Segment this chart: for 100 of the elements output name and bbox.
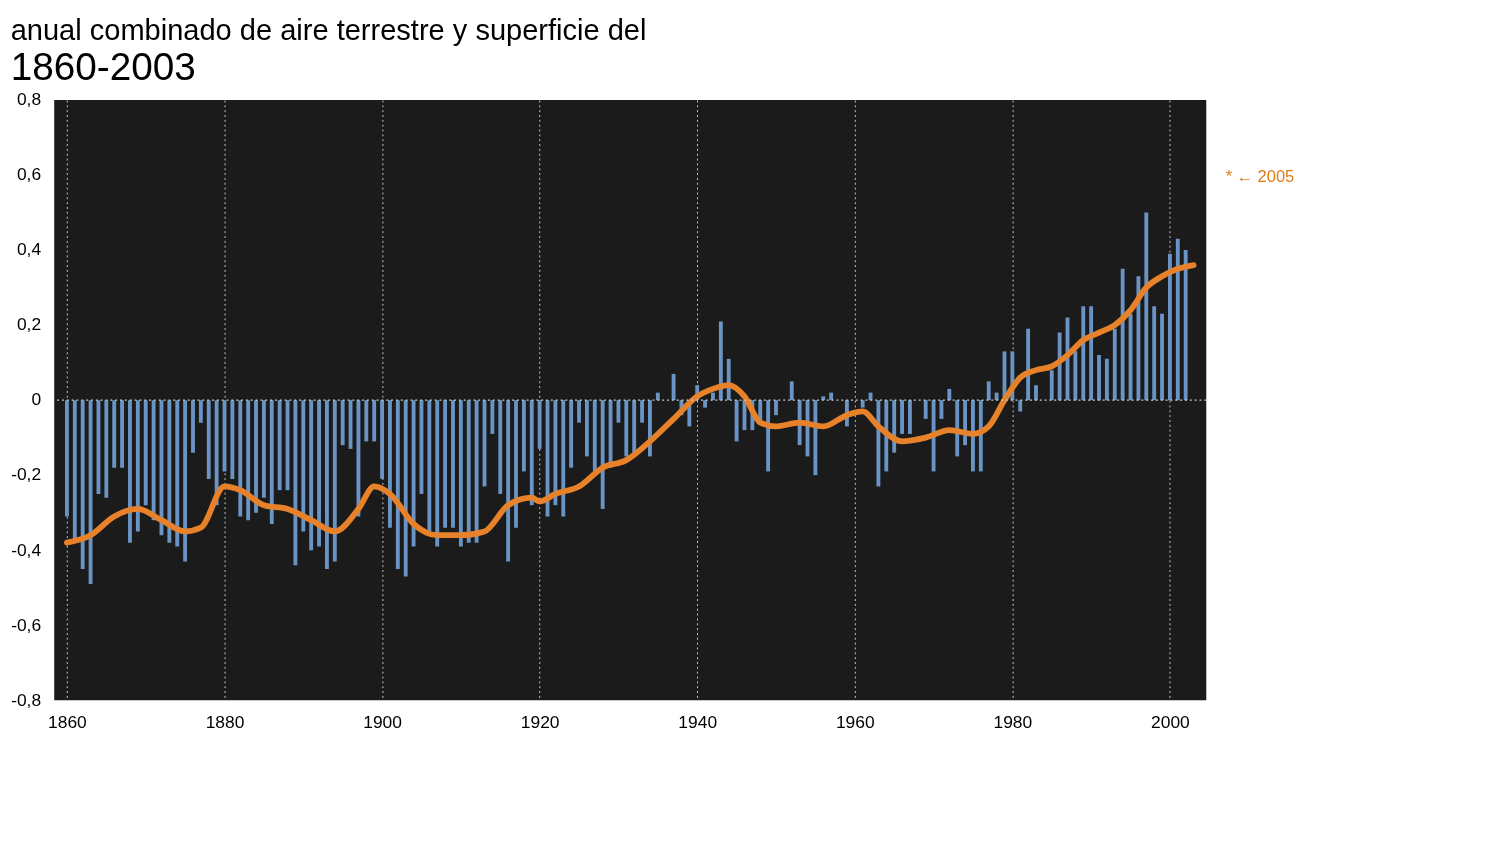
bar	[72, 400, 77, 539]
bar	[293, 400, 298, 566]
bar	[1160, 313, 1164, 401]
bar	[506, 400, 511, 562]
bar	[372, 400, 377, 442]
bar	[640, 400, 644, 423]
bar	[332, 400, 337, 562]
bar	[388, 400, 392, 528]
bar	[230, 400, 235, 479]
bar	[246, 400, 251, 521]
bar	[592, 400, 597, 472]
x-tick-label: 1900	[363, 711, 402, 732]
bar	[324, 400, 329, 569]
x-tick-label: 1860	[48, 711, 87, 732]
bar	[1073, 351, 1078, 401]
bar	[774, 400, 778, 416]
bar	[553, 400, 558, 506]
bar	[191, 400, 195, 453]
bar	[238, 400, 243, 517]
bar	[1097, 355, 1101, 401]
bar	[183, 400, 188, 562]
bar	[577, 400, 581, 423]
y-tick-label: 0,8	[16, 89, 42, 110]
bar	[860, 400, 865, 408]
bar	[135, 400, 140, 532]
bar	[1089, 306, 1094, 401]
x-tick-label: 2000	[1151, 711, 1190, 732]
bar	[1034, 385, 1038, 401]
bar	[128, 400, 132, 543]
bar	[269, 400, 274, 524]
bar	[395, 400, 400, 569]
bar	[1175, 238, 1180, 401]
y-tick-label: 0,4	[16, 239, 42, 260]
bar	[971, 400, 975, 472]
bar	[537, 400, 542, 449]
bar	[923, 400, 928, 419]
bar	[986, 381, 991, 401]
bar	[947, 388, 952, 401]
bar	[789, 381, 794, 401]
y-tick-label: -0,6	[11, 614, 42, 635]
bar	[1152, 306, 1157, 401]
bar	[490, 400, 495, 434]
bar	[561, 400, 566, 517]
y-tick-label: 0	[31, 389, 42, 410]
bar	[317, 400, 321, 547]
bar	[1112, 328, 1117, 401]
y-tick-label: 0,6	[16, 164, 42, 185]
bar	[529, 400, 534, 506]
bar	[813, 400, 818, 476]
bar	[734, 400, 739, 442]
bar	[451, 400, 455, 528]
bar	[908, 400, 912, 434]
bar	[1136, 276, 1141, 401]
bar	[340, 400, 345, 446]
bar	[703, 400, 708, 408]
chart-title: anual combinado de aire terrestre y superficie del	[10, 14, 647, 46]
bar	[301, 400, 306, 532]
bar	[443, 400, 448, 528]
bar	[1104, 358, 1109, 401]
bar	[1144, 212, 1149, 401]
bar	[600, 400, 605, 509]
bar	[466, 400, 471, 543]
bar	[143, 400, 148, 506]
bar	[521, 400, 526, 472]
text: * ← 2005	[1225, 167, 1295, 186]
bar	[198, 400, 203, 423]
bar	[151, 400, 156, 521]
x-tick-label: 1880	[205, 711, 245, 732]
bar	[876, 400, 881, 487]
bar	[1167, 253, 1172, 401]
bar	[1183, 250, 1188, 401]
bar	[978, 400, 983, 472]
bar	[829, 392, 834, 401]
bar	[88, 400, 93, 584]
bar	[671, 373, 676, 401]
bar	[65, 400, 69, 517]
bar	[175, 400, 180, 547]
bar	[624, 400, 629, 457]
bar	[458, 400, 463, 547]
bar	[112, 400, 117, 468]
x-tick-label: 1940	[678, 711, 718, 732]
y-tick-label: -0,4	[11, 539, 42, 560]
y-tick-label: -0,8	[11, 689, 42, 710]
bar	[427, 400, 432, 532]
bar	[80, 400, 85, 569]
bar	[254, 400, 258, 513]
bar	[718, 321, 723, 401]
bar	[514, 400, 518, 528]
bar	[1018, 400, 1023, 412]
bar	[584, 400, 589, 457]
bar	[1120, 268, 1125, 401]
bar	[994, 392, 999, 401]
x-tick-label: 1960	[835, 711, 875, 732]
bar	[1049, 370, 1054, 401]
bar	[616, 400, 621, 423]
bar	[309, 400, 314, 551]
bar	[435, 400, 440, 547]
bar	[711, 392, 715, 401]
bar	[766, 400, 771, 472]
bar	[569, 400, 574, 468]
